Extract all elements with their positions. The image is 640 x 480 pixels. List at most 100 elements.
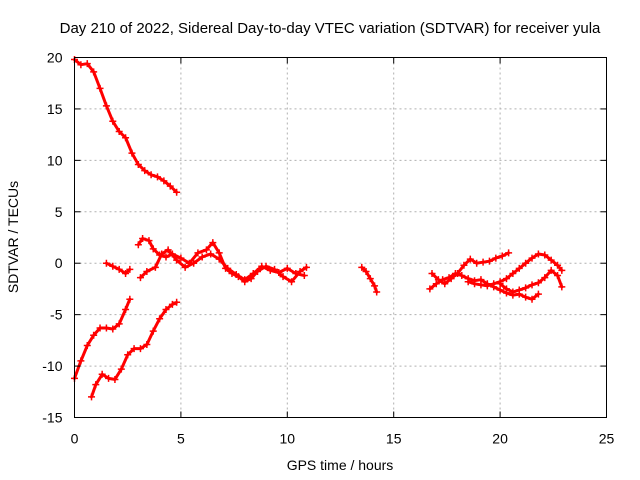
data-point bbox=[134, 241, 142, 249]
series-layer bbox=[71, 56, 566, 401]
data-point bbox=[454, 270, 462, 277]
y-tick-label: 5 bbox=[55, 204, 63, 220]
data-point bbox=[366, 275, 374, 283]
data-point bbox=[102, 324, 110, 332]
data-point bbox=[249, 270, 257, 277]
data-point bbox=[485, 257, 493, 265]
data-point bbox=[528, 254, 536, 262]
data-point bbox=[522, 293, 530, 301]
data-point bbox=[124, 351, 132, 359]
series-arc5 bbox=[134, 235, 310, 286]
data-point bbox=[477, 281, 485, 289]
data-point bbox=[209, 239, 217, 247]
data-point bbox=[554, 261, 562, 269]
data-point bbox=[522, 284, 530, 292]
data-point bbox=[464, 278, 472, 286]
y-tick-label: -15 bbox=[42, 410, 62, 426]
data-point bbox=[558, 283, 566, 291]
series-arc4 bbox=[102, 259, 134, 277]
data-point bbox=[122, 134, 130, 142]
data-point bbox=[105, 374, 113, 382]
x-tick-label: 0 bbox=[71, 431, 79, 447]
tick-layer: 0 5 10 15 20 25 -15 -10 -5 0 5 10 15 20 bbox=[42, 50, 614, 447]
data-point bbox=[496, 280, 504, 288]
series-arc6 bbox=[136, 246, 308, 284]
data-point bbox=[173, 188, 181, 196]
data-point bbox=[90, 331, 98, 339]
data-point bbox=[202, 246, 210, 254]
x-tick-label: 20 bbox=[492, 431, 508, 447]
data-point bbox=[547, 256, 555, 264]
data-point bbox=[509, 288, 517, 296]
data-point bbox=[115, 128, 123, 136]
data-point bbox=[130, 345, 138, 353]
data-point bbox=[109, 117, 117, 125]
data-point bbox=[102, 102, 110, 110]
data-point bbox=[275, 268, 283, 276]
chart-title: Day 210 of 2022, Sidereal Day-to-day VTE… bbox=[60, 20, 601, 37]
data-point bbox=[458, 272, 466, 280]
data-point bbox=[547, 266, 555, 274]
data-point bbox=[215, 249, 223, 257]
series-arc11 bbox=[496, 266, 566, 296]
y-tick-label: 10 bbox=[47, 152, 63, 168]
data-point bbox=[207, 250, 215, 258]
data-point bbox=[122, 306, 130, 313]
data-point bbox=[502, 275, 510, 283]
data-point bbox=[373, 288, 381, 296]
data-point bbox=[156, 315, 164, 323]
data-point bbox=[151, 263, 159, 271]
data-point bbox=[173, 256, 181, 264]
data-point bbox=[266, 266, 274, 274]
data-point bbox=[136, 345, 144, 353]
data-point bbox=[509, 270, 517, 277]
data-point bbox=[541, 274, 549, 282]
plot-frame bbox=[74, 57, 607, 418]
data-point bbox=[426, 285, 434, 293]
data-point bbox=[92, 381, 100, 389]
data-point bbox=[126, 295, 134, 303]
series-arc2 bbox=[71, 295, 134, 382]
x-tick-label: 5 bbox=[177, 431, 185, 447]
data-point bbox=[77, 357, 85, 365]
data-point bbox=[473, 259, 481, 267]
data-point bbox=[215, 255, 223, 263]
data-point bbox=[502, 285, 510, 293]
data-point bbox=[96, 84, 104, 92]
data-point bbox=[232, 271, 240, 279]
data-point bbox=[471, 280, 479, 288]
data-point bbox=[149, 327, 157, 335]
data-point bbox=[177, 254, 185, 262]
data-point bbox=[173, 298, 181, 306]
data-point bbox=[190, 259, 198, 267]
data-point bbox=[528, 281, 536, 289]
data-point bbox=[139, 235, 147, 243]
data-point bbox=[143, 267, 151, 275]
data-point bbox=[288, 278, 296, 286]
series-arc3 bbox=[88, 298, 181, 401]
data-point bbox=[141, 167, 149, 175]
data-point bbox=[432, 280, 440, 288]
data-point bbox=[109, 262, 117, 270]
data-point bbox=[88, 393, 96, 401]
data-point bbox=[498, 252, 506, 260]
data-point bbox=[479, 258, 487, 266]
series-arc1 bbox=[71, 56, 181, 196]
data-point bbox=[490, 280, 498, 288]
data-point bbox=[98, 370, 106, 378]
data-point bbox=[198, 253, 206, 261]
data-point bbox=[428, 270, 436, 277]
data-point bbox=[534, 279, 542, 287]
data-point bbox=[300, 272, 308, 280]
data-point bbox=[371, 282, 379, 290]
data-point bbox=[194, 249, 202, 257]
data-point bbox=[160, 177, 168, 185]
data-point bbox=[258, 262, 266, 270]
data-point bbox=[111, 375, 119, 383]
data-point bbox=[434, 276, 442, 284]
data-point bbox=[362, 267, 370, 275]
data-point bbox=[505, 249, 513, 257]
data-point bbox=[168, 300, 176, 308]
data-point bbox=[134, 160, 142, 168]
